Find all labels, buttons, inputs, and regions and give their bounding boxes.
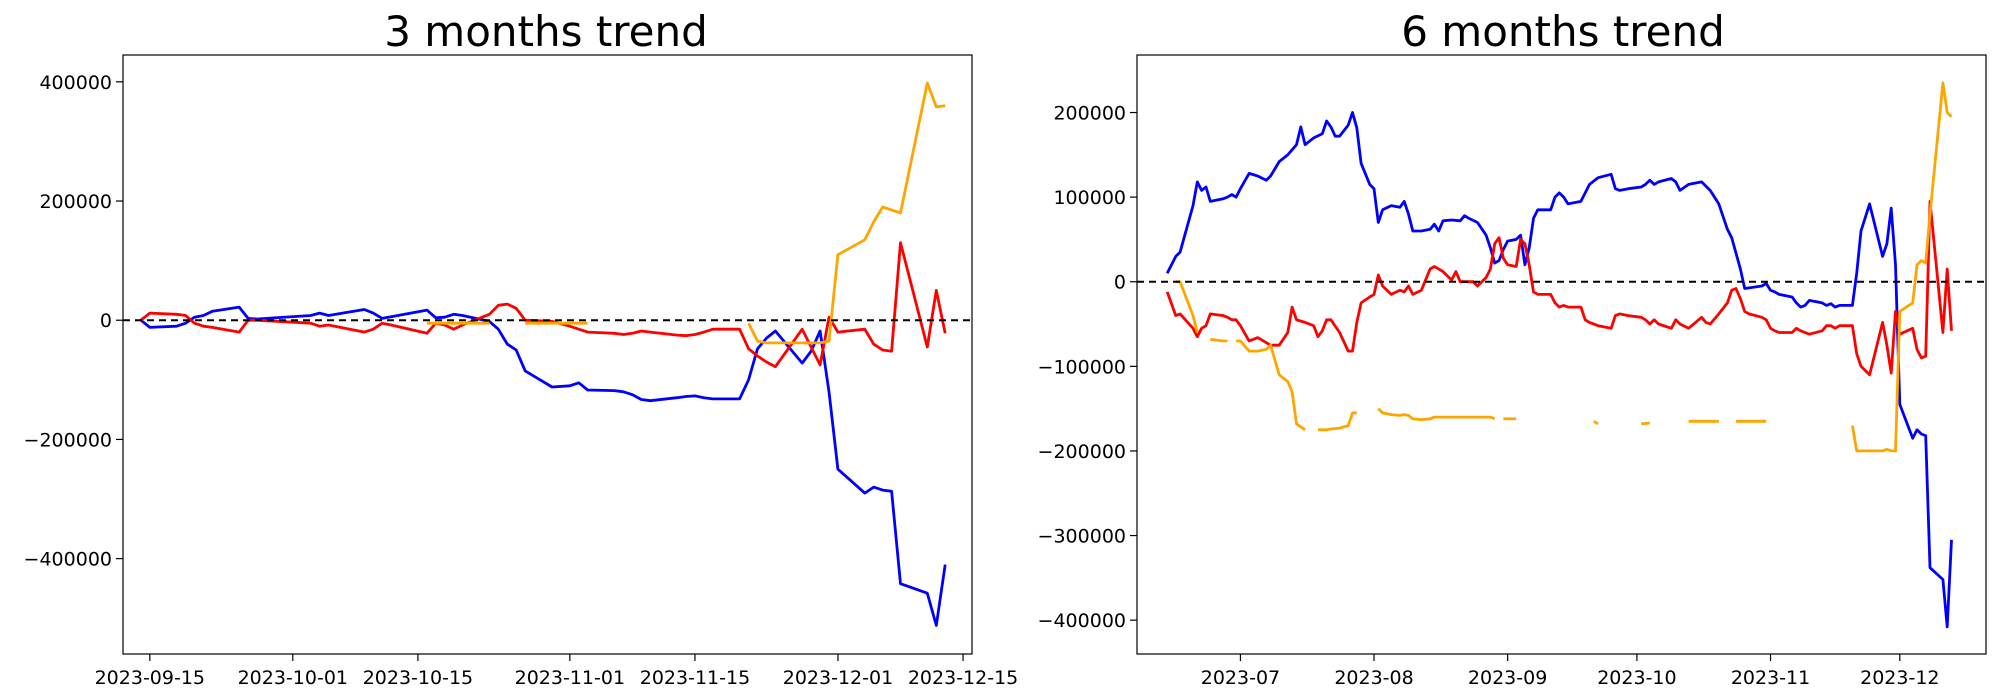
- x-tick-label: 2023-12-15: [908, 667, 1018, 689]
- x-tick-label: 2023-10-01: [238, 667, 348, 689]
- series-line-2: [140, 241, 947, 369]
- x-tick-label: 2023-09-15: [95, 667, 205, 689]
- x-tick-label: 2023-11: [1731, 667, 1810, 689]
- y-tick-label: −300000: [1038, 526, 1126, 548]
- series-line-1: [1165, 111, 1953, 629]
- chart-6-months: 6 months trend 200000 100000 0 −100000 −2000…: [1038, 7, 1987, 689]
- axes-frame: [1136, 54, 1987, 655]
- series-line-3: [1641, 421, 1650, 426]
- x-tick-label: 2023-10: [1597, 667, 1676, 689]
- x-tick-label: 2023-12-01: [783, 667, 893, 689]
- y-tick-label: 200000: [39, 191, 112, 213]
- y-tick-label: 400000: [39, 72, 112, 94]
- x-tick-label: 2023-11-15: [640, 667, 750, 689]
- series-line-2: [1165, 200, 1953, 377]
- x-tick-label: 2023-07: [1201, 667, 1280, 689]
- plot-area: 400000 200000 0 −200000 −400000 2023-09-15 202…: [24, 54, 1018, 689]
- x-tick-label: 2023-10-15: [363, 667, 473, 689]
- chart-title: 6 months trend: [1401, 7, 1725, 56]
- x-tick-label: 2023-11-01: [515, 667, 625, 689]
- y-tick-label: −200000: [1038, 441, 1126, 463]
- series-line-3: [1851, 81, 1953, 453]
- series-line-3: [1318, 411, 1357, 432]
- data-layer: [140, 81, 947, 627]
- plot-area: 200000 100000 0 −100000 −200000 −300000 −40000…: [1038, 54, 1987, 689]
- series-line-3: [1236, 339, 1306, 431]
- y-tick-label: 0: [1114, 272, 1126, 294]
- x-tick-label: 2023-08: [1334, 667, 1413, 689]
- axes-frame: [122, 54, 973, 655]
- x-tick-label: 2023-12: [1860, 667, 1939, 689]
- series-line-3: [747, 81, 946, 345]
- series-line-3: [1593, 420, 1599, 426]
- y-tick-label: −400000: [1038, 610, 1126, 632]
- chart-title: 3 months trend: [384, 7, 708, 56]
- y-tick-label: 200000: [1053, 103, 1126, 125]
- x-tick-label: 2023-09: [1468, 667, 1547, 689]
- y-tick-label: 100000: [1053, 187, 1126, 209]
- y-tick-label: 0: [100, 310, 112, 332]
- y-tick-label: −400000: [24, 549, 112, 571]
- y-tick-label: −100000: [1038, 356, 1126, 378]
- y-tick-label: −200000: [24, 429, 112, 451]
- chart-3-months: 3 months trend 400000 200000 0 −200000 −4000…: [24, 7, 1019, 689]
- series-line-3: [1210, 337, 1228, 343]
- series-line-3: [1377, 407, 1496, 421]
